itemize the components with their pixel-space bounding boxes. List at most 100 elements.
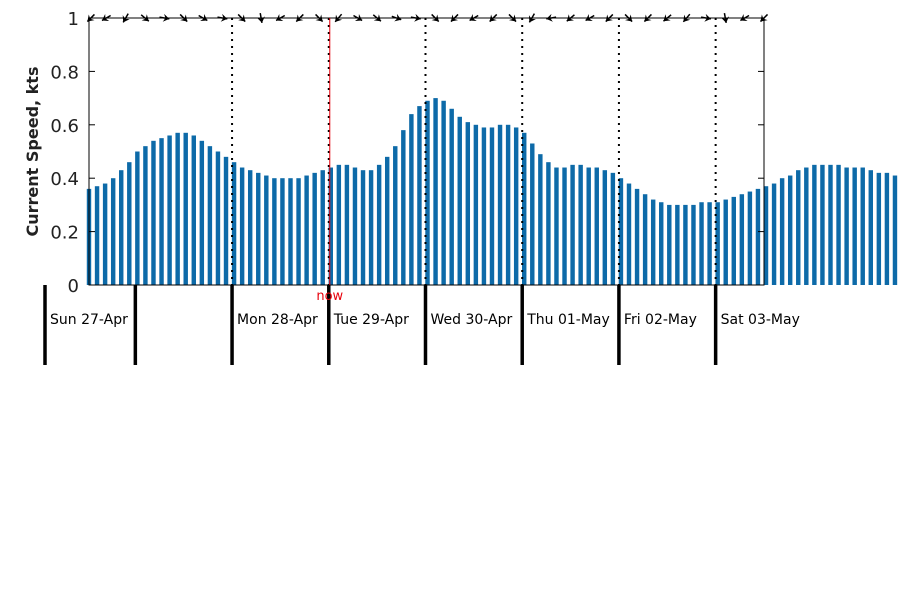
speed-bar <box>489 127 495 285</box>
speed-bar <box>634 188 640 285</box>
speed-bar <box>578 164 583 285</box>
speed-bar <box>884 172 890 285</box>
speed-bar <box>465 122 471 285</box>
speed-bar <box>191 135 196 285</box>
speed-bar <box>401 130 406 285</box>
y-tick-label: 0.8 <box>50 62 79 83</box>
speed-bar <box>892 175 898 285</box>
speed-bar <box>828 164 833 285</box>
speed-bar <box>796 170 801 285</box>
speed-bar <box>513 127 519 285</box>
speed-bar <box>497 124 503 285</box>
speed-bar <box>731 196 736 285</box>
speed-bar <box>844 167 849 285</box>
speed-bar <box>594 167 599 285</box>
day-label: Fri 02-May <box>624 312 697 328</box>
speed-bar <box>481 127 487 285</box>
day-divider-lines <box>231 18 717 285</box>
speed-bar <box>691 204 696 285</box>
speed-bar <box>763 186 769 285</box>
speed-bar <box>820 164 825 285</box>
speed-bar <box>650 199 656 285</box>
speed-bar <box>393 146 398 285</box>
speed-bar <box>739 194 745 285</box>
speed-bar <box>264 175 269 285</box>
day-label: Wed 30-Apr <box>430 312 512 328</box>
speed-bar <box>659 202 664 285</box>
speed-bar <box>296 178 301 285</box>
speed-bar <box>457 116 462 285</box>
speed-bar <box>151 140 156 285</box>
speed-bar <box>804 167 809 285</box>
speed-bar <box>175 132 180 285</box>
y-tick-label: 0.2 <box>50 223 79 244</box>
speed-bar <box>239 167 245 285</box>
speed-bar <box>505 124 511 285</box>
speed-bar <box>779 178 785 285</box>
y-tick-label: 0.4 <box>50 169 79 190</box>
speed-bar <box>473 124 479 285</box>
speed-bar <box>376 164 382 285</box>
speed-bar <box>530 143 535 285</box>
speed-bar <box>110 178 116 285</box>
day-label: Mon 28-Apr <box>237 312 318 328</box>
speed-bar <box>167 135 172 285</box>
speed-bar <box>360 170 366 285</box>
speed-bar <box>570 164 575 285</box>
speed-bar <box>94 186 100 285</box>
day-label: Tue 29-Apr <box>333 312 409 328</box>
speed-bar <box>554 167 559 285</box>
speed-bar <box>256 172 261 285</box>
speed-bar <box>610 172 616 285</box>
speed-bar <box>336 164 342 285</box>
speed-bar <box>876 172 882 285</box>
speed-bar <box>199 140 205 285</box>
speed-bar <box>642 194 648 285</box>
speed-bar <box>417 106 422 285</box>
speed-bar <box>425 100 430 286</box>
speed-bar <box>747 191 753 285</box>
speed-bar <box>384 156 390 285</box>
y-tick-label: 1 <box>68 9 79 30</box>
day-labels: Sun 27-Apr Mon 28-Apr Tue 29-Apr Wed 30-Apr… <box>43 285 800 365</box>
speed-bar <box>868 170 873 285</box>
speed-bar <box>231 162 237 285</box>
y-tick-label: 0 <box>68 276 79 297</box>
speed-bar <box>699 202 704 285</box>
speed-bar <box>352 167 358 285</box>
speed-bar <box>215 151 221 285</box>
speed-bar <box>707 202 712 285</box>
speed-bar <box>449 108 454 285</box>
day-label: Sun 27-Apr <box>50 312 128 328</box>
speed-bar <box>328 167 333 285</box>
speed-bar <box>143 146 148 285</box>
speed-bar <box>860 167 865 285</box>
speed-bar <box>771 183 777 285</box>
speed-bar <box>304 175 309 285</box>
speed-bar <box>602 170 608 285</box>
speed-bar <box>127 162 132 285</box>
speed-bar <box>135 151 140 285</box>
speed-bar <box>836 164 841 285</box>
day-label: Thu 01-May <box>526 312 610 328</box>
speed-bar <box>683 204 688 285</box>
y-axis-label: Current Speed, kts <box>23 67 42 237</box>
speed-bar <box>586 167 591 285</box>
speed-bar <box>546 162 551 285</box>
speed-bar <box>715 202 720 285</box>
speed-bar <box>247 170 253 285</box>
speed-bar <box>288 178 293 285</box>
speed-bar <box>723 199 728 285</box>
plot-frame <box>88 17 765 286</box>
speed-bar <box>667 204 672 285</box>
speed-bar <box>433 98 438 285</box>
speed-bar <box>675 204 680 285</box>
speed-bar <box>280 178 285 285</box>
speed-bar <box>368 170 374 285</box>
speed-bar <box>119 170 124 285</box>
speed-bar <box>409 114 414 286</box>
speed-bar <box>755 188 761 285</box>
speed-bar <box>562 167 567 285</box>
speed-bar <box>441 100 446 286</box>
